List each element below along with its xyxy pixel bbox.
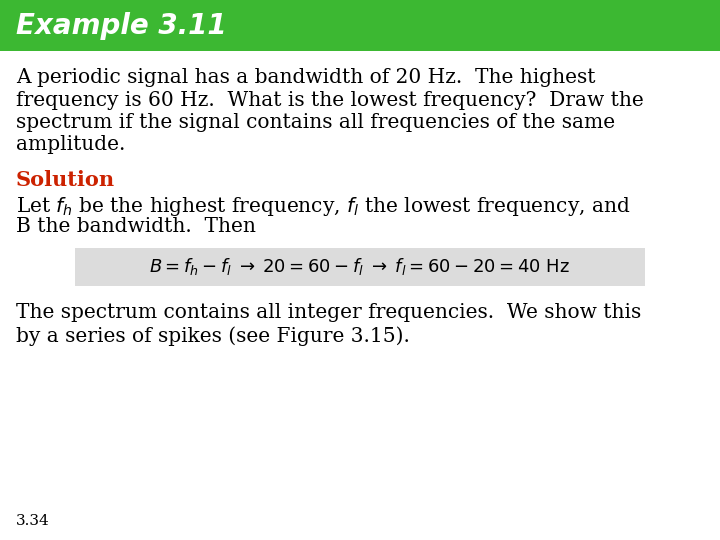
Text: B the bandwidth.  Then: B the bandwidth. Then	[16, 217, 256, 236]
Text: $B = f_h - f_l \;\rightarrow\; 20 = 60 - f_l \;\rightarrow\; f_l = 60 - 20 = 40 : $B = f_h - f_l \;\rightarrow\; 20 = 60 -…	[150, 256, 570, 277]
Text: A periodic signal has a bandwidth of 20 Hz.  The highest: A periodic signal has a bandwidth of 20 …	[16, 68, 595, 87]
Text: Let $f_h$ be the highest frequency, $f_l$ the lowest frequency, and: Let $f_h$ be the highest frequency, $f_l…	[16, 194, 630, 218]
Text: amplitude.: amplitude.	[16, 136, 125, 154]
Text: Example 3.11: Example 3.11	[16, 11, 227, 39]
Text: The spectrum contains all integer frequencies.  We show this: The spectrum contains all integer freque…	[16, 303, 641, 322]
Text: by a series of spikes (see Figure 3.15).: by a series of spikes (see Figure 3.15).	[16, 326, 410, 346]
Text: Solution: Solution	[16, 170, 115, 190]
Text: frequency is 60 Hz.  What is the lowest frequency?  Draw the: frequency is 60 Hz. What is the lowest f…	[16, 91, 644, 110]
Text: spectrum if the signal contains all frequencies of the same: spectrum if the signal contains all freq…	[16, 113, 615, 132]
Text: 3.34: 3.34	[16, 514, 50, 528]
Bar	[0, 0, 720, 51]
Bar	[75, 247, 645, 286]
